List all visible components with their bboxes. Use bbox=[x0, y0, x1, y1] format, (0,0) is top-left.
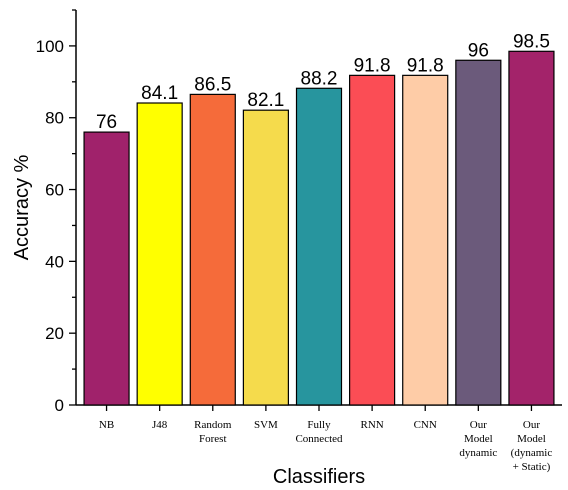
bar bbox=[455, 59, 502, 406]
bar bbox=[508, 50, 555, 406]
bar bbox=[349, 74, 396, 406]
x-tick-label-line: Our bbox=[470, 419, 487, 431]
bar bbox=[295, 87, 343, 406]
y-tick-label: 100 bbox=[36, 37, 64, 56]
x-tick-label: NB bbox=[99, 419, 114, 431]
data-label: 82.1 bbox=[247, 90, 284, 111]
bar bbox=[136, 102, 183, 406]
x-tick-label-line: Model bbox=[517, 433, 546, 445]
x-tick-label: CNN bbox=[414, 419, 437, 431]
data-label: 86.5 bbox=[194, 74, 231, 95]
x-tick-label: Our Model dynamic bbox=[459, 419, 497, 459]
x-tick-label: J48 bbox=[152, 419, 168, 431]
x-tick-label-line: Connected bbox=[295, 433, 343, 445]
bar bbox=[189, 93, 236, 406]
data-label: 96 bbox=[468, 40, 489, 61]
x-tick-label-line: Random bbox=[194, 419, 232, 431]
y-tick-label: 20 bbox=[45, 324, 64, 343]
y-tick-label: 40 bbox=[45, 252, 64, 271]
data-label: 84.1 bbox=[141, 83, 178, 104]
x-tick-label-line: Model bbox=[464, 433, 493, 445]
x-tick-label-line: + Static) bbox=[513, 461, 551, 473]
x-tick-label-line: CNN bbox=[414, 419, 437, 431]
x-tick-label-line: RNN bbox=[360, 419, 383, 431]
data-label: 98.5 bbox=[513, 31, 550, 52]
x-tick-label-line: SVM bbox=[254, 419, 278, 431]
data-label: 91.8 bbox=[354, 55, 391, 76]
x-axis-title: Classifiers bbox=[273, 466, 365, 488]
x-tick-label-line: Our bbox=[523, 419, 540, 431]
y-tick-label: 0 bbox=[55, 396, 64, 415]
data-label: 88.2 bbox=[301, 68, 338, 89]
bars: 76 84.1 86.5 82.1 88.2 91.8 91.8 96 98.5 bbox=[83, 31, 555, 406]
y-tick-label: 60 bbox=[45, 181, 64, 200]
x-tick-label-line: Fully bbox=[307, 419, 331, 431]
x-tick-label-line: dynamic bbox=[459, 447, 497, 459]
y-tick-label: 80 bbox=[45, 109, 64, 128]
x-tick-label: RNN bbox=[360, 419, 383, 431]
bar bbox=[83, 131, 130, 406]
bar bbox=[242, 109, 289, 406]
data-label: 91.8 bbox=[407, 55, 444, 76]
x-tick-label: Our Model (dynamic + Static) bbox=[511, 419, 553, 473]
x-tick-label: SVM bbox=[254, 419, 278, 431]
x-axis: NB J48 Random Forest SVM Fully Connected RNN CNN… bbox=[99, 405, 552, 473]
x-tick-label-line: (dynamic bbox=[511, 447, 553, 459]
bar bbox=[402, 74, 449, 406]
x-tick-label-line: NB bbox=[99, 419, 114, 431]
x-tick-label-line: Forest bbox=[199, 433, 227, 445]
y-axis-title: Accuracy % bbox=[11, 154, 33, 260]
x-tick-label: Fully Connected bbox=[295, 419, 343, 445]
x-tick-label-line: J48 bbox=[152, 419, 168, 431]
x-tick-label: Random Forest bbox=[194, 419, 232, 445]
data-label: 76 bbox=[96, 112, 117, 133]
